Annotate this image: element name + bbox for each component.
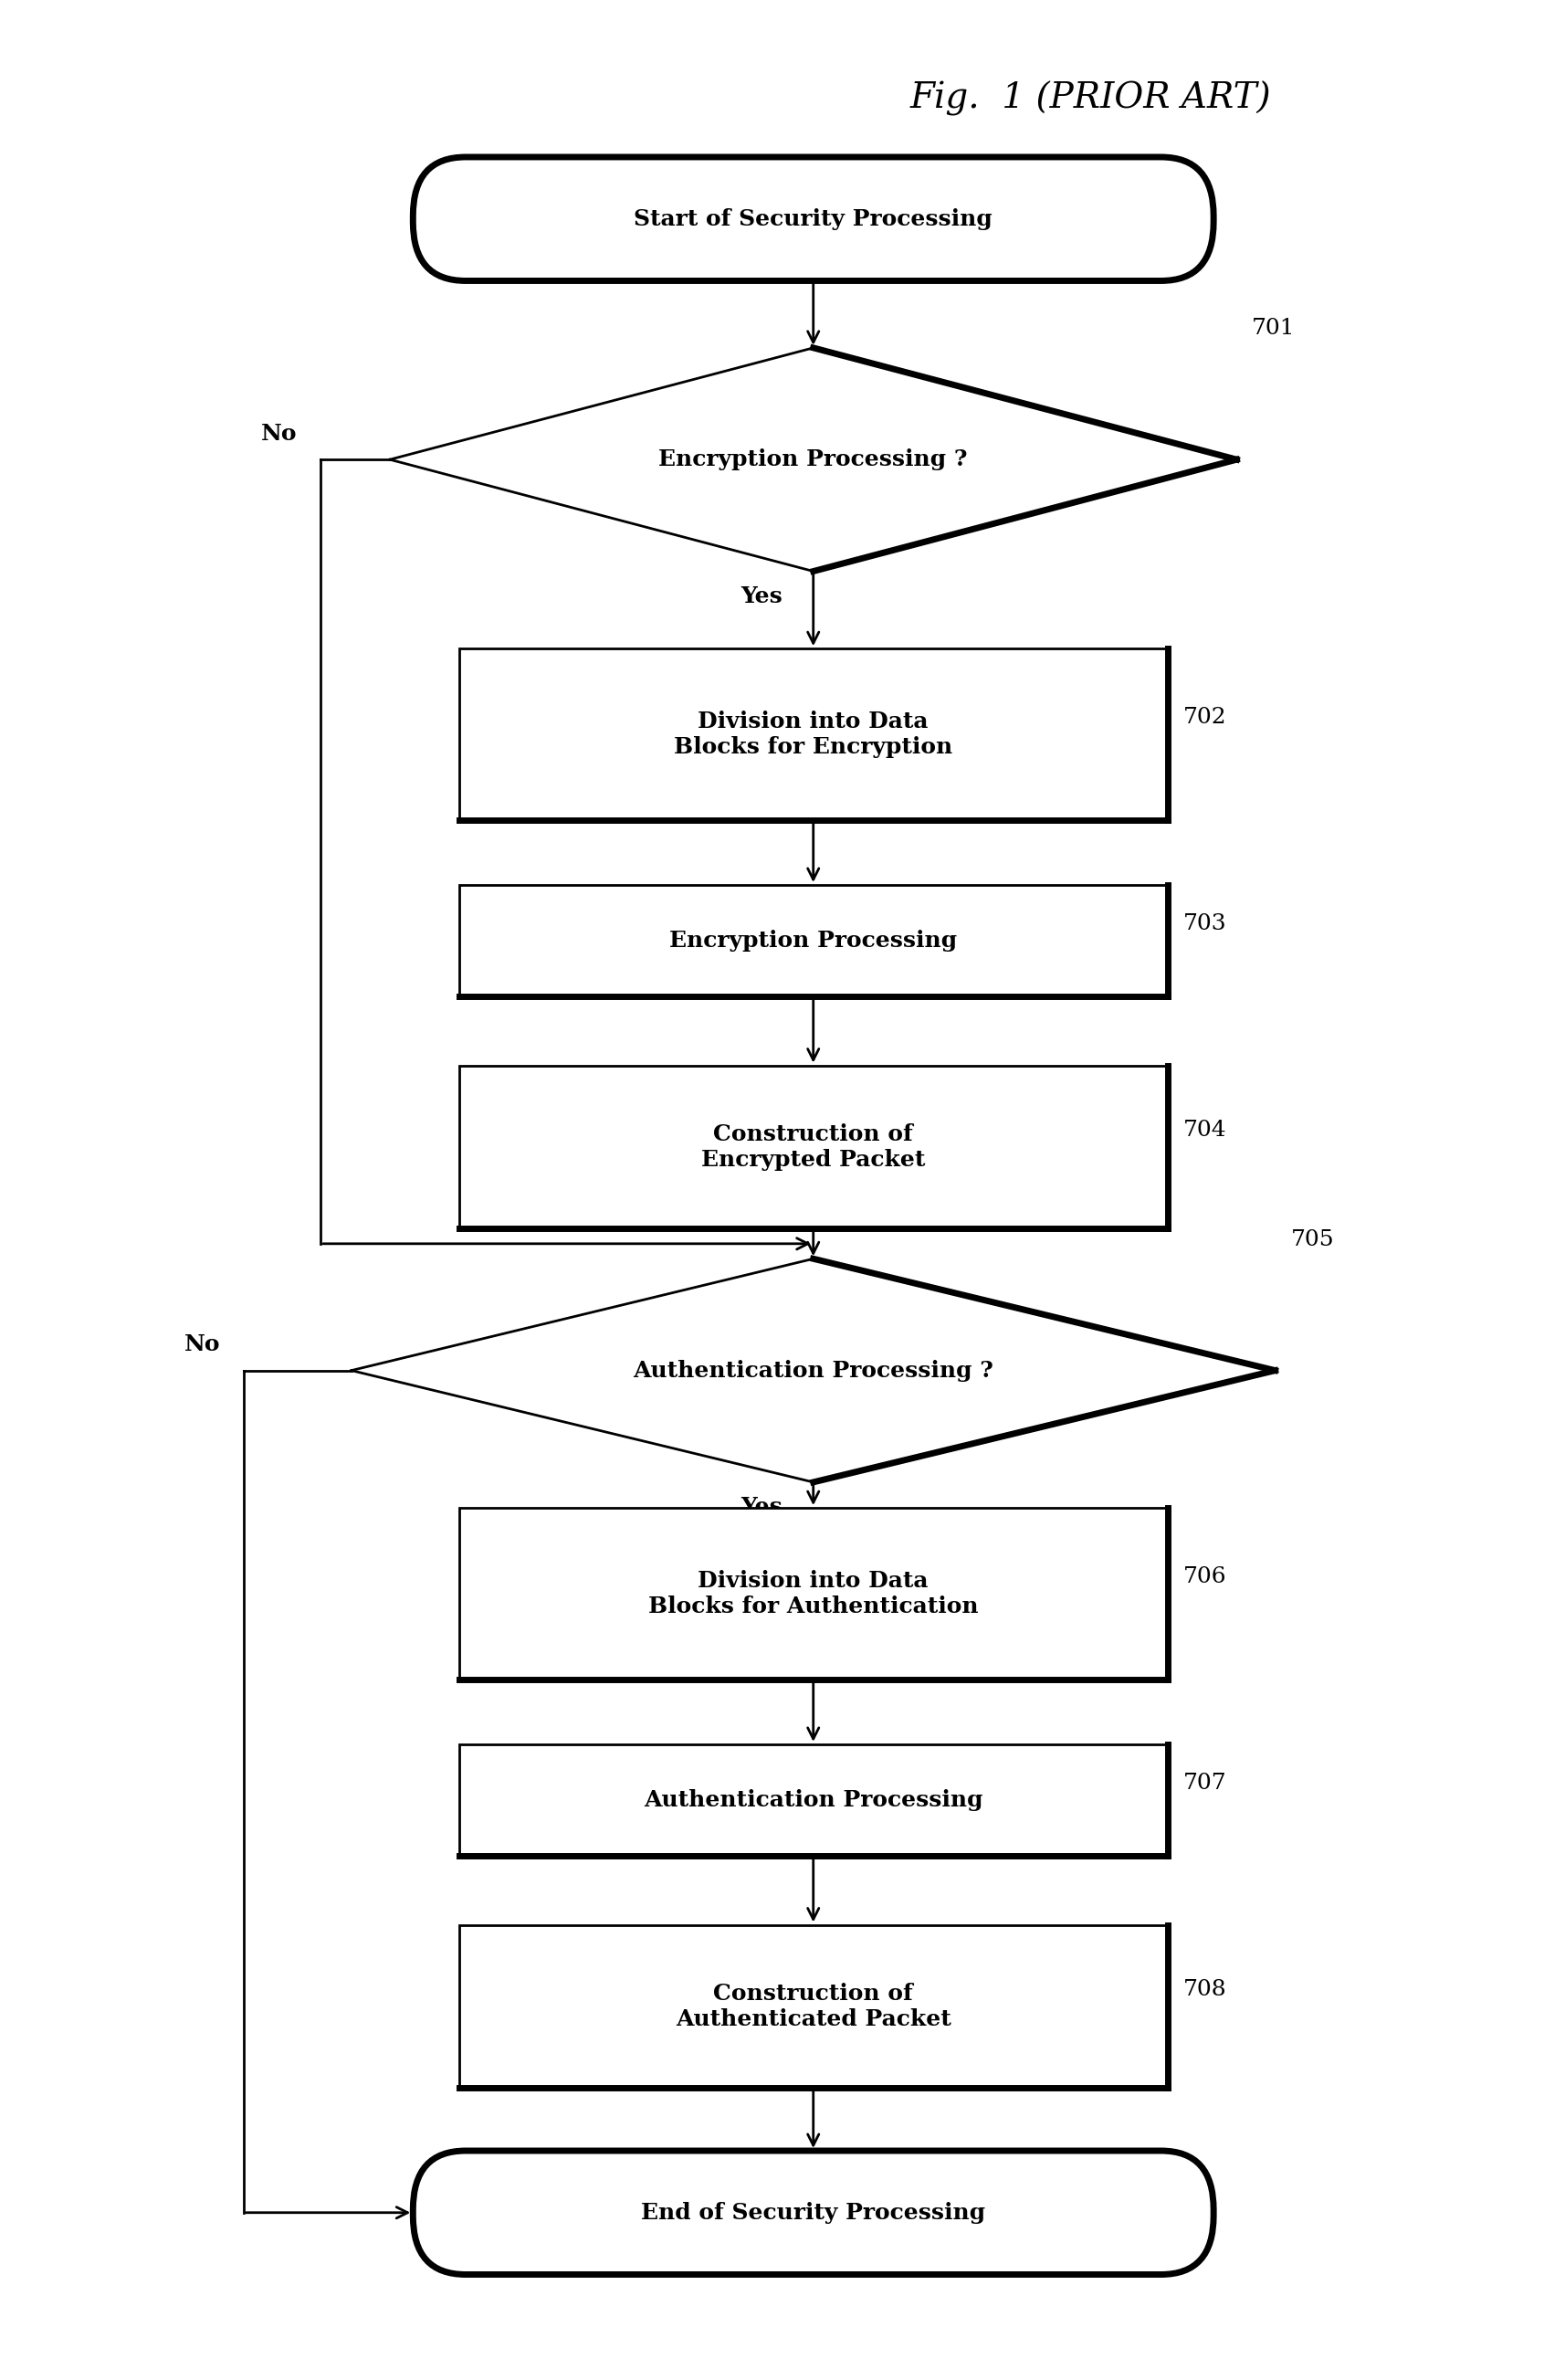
Bar [459,1509,1167,1680]
Text: Encryption Processing ?: Encryption Processing ? [659,447,967,471]
Text: Start of Security Processing: Start of Security Processing [634,207,992,231]
Text: 706: 706 [1183,1566,1227,1587]
Bar [459,650,1167,821]
Text: Yes: Yes [740,1497,782,1518]
Text: Yes: Yes [740,585,782,607]
Text: Authentication Processing: Authentication Processing [643,1790,983,1811]
Text: 704: 704 [1183,1119,1227,1140]
Text: Construction of
Authenticated Packet: Construction of Authenticated Packet [676,1983,952,2030]
Text: Construction of
Encrypted Packet: Construction of Encrypted Packet [701,1123,925,1171]
Bar [459,1066,1167,1228]
FancyBboxPatch shape [413,2152,1213,2275]
Text: End of Security Processing: End of Security Processing [642,2202,986,2223]
FancyBboxPatch shape [413,157,1213,281]
Text: No: No [185,1333,221,1357]
Text: Fig.  1 (PRIOR ART): Fig. 1 (PRIOR ART) [909,81,1271,117]
Text: 701: 701 [1252,319,1296,340]
Text: 705: 705 [1291,1228,1333,1250]
Text: 708: 708 [1183,1978,1227,1999]
Text: 702: 702 [1183,707,1227,728]
Text: Authentication Processing ?: Authentication Processing ? [632,1359,994,1380]
Text: Division into Data
Blocks for Authentication: Division into Data Blocks for Authentica… [648,1571,978,1618]
Text: Encryption Processing: Encryption Processing [670,931,958,952]
Text: Division into Data
Blocks for Encryption: Division into Data Blocks for Encryption [675,712,953,759]
Text: 703: 703 [1183,914,1227,933]
Text: No: No [261,424,297,445]
Bar [459,1745,1167,1856]
Text: 707: 707 [1183,1773,1227,1795]
Bar [459,1925,1167,2087]
Bar [459,885,1167,997]
